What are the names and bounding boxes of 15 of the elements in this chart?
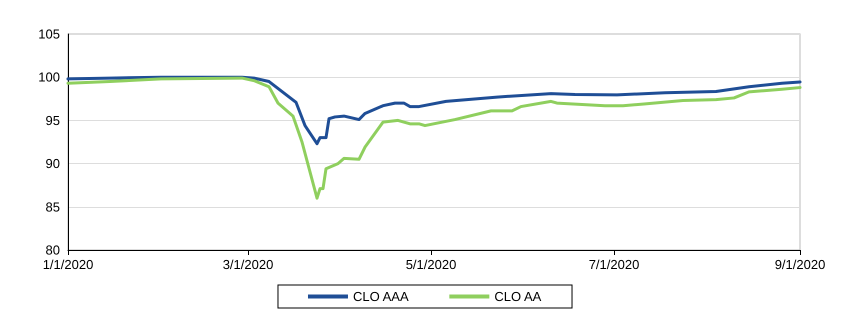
- line-series: [66, 76, 802, 200]
- y-tick-label: 90: [46, 156, 60, 172]
- x-tick-label: 5/1/2020: [406, 257, 456, 272]
- y-tick-label: 105: [38, 26, 60, 42]
- legend-label: CLO AAA: [352, 289, 409, 304]
- x-tick-label: 9/1/2020: [774, 257, 826, 272]
- line-series: [66, 76, 802, 146]
- legend-label: CLO AA: [494, 289, 542, 304]
- y-tick-label: 95: [46, 112, 60, 128]
- x-tick-label: 3/1/2020: [222, 257, 274, 272]
- y-tick-label: 85: [46, 199, 60, 214]
- y-tick-label: 80: [46, 242, 60, 258]
- y-tick-label: 100: [38, 70, 60, 85]
- x-tick-label: 1/1/2020: [42, 257, 94, 272]
- x-tick-label: 7/1/2020: [588, 257, 640, 272]
